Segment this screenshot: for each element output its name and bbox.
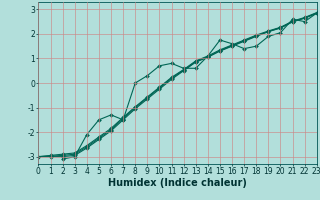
X-axis label: Humidex (Indice chaleur): Humidex (Indice chaleur) [108, 178, 247, 188]
